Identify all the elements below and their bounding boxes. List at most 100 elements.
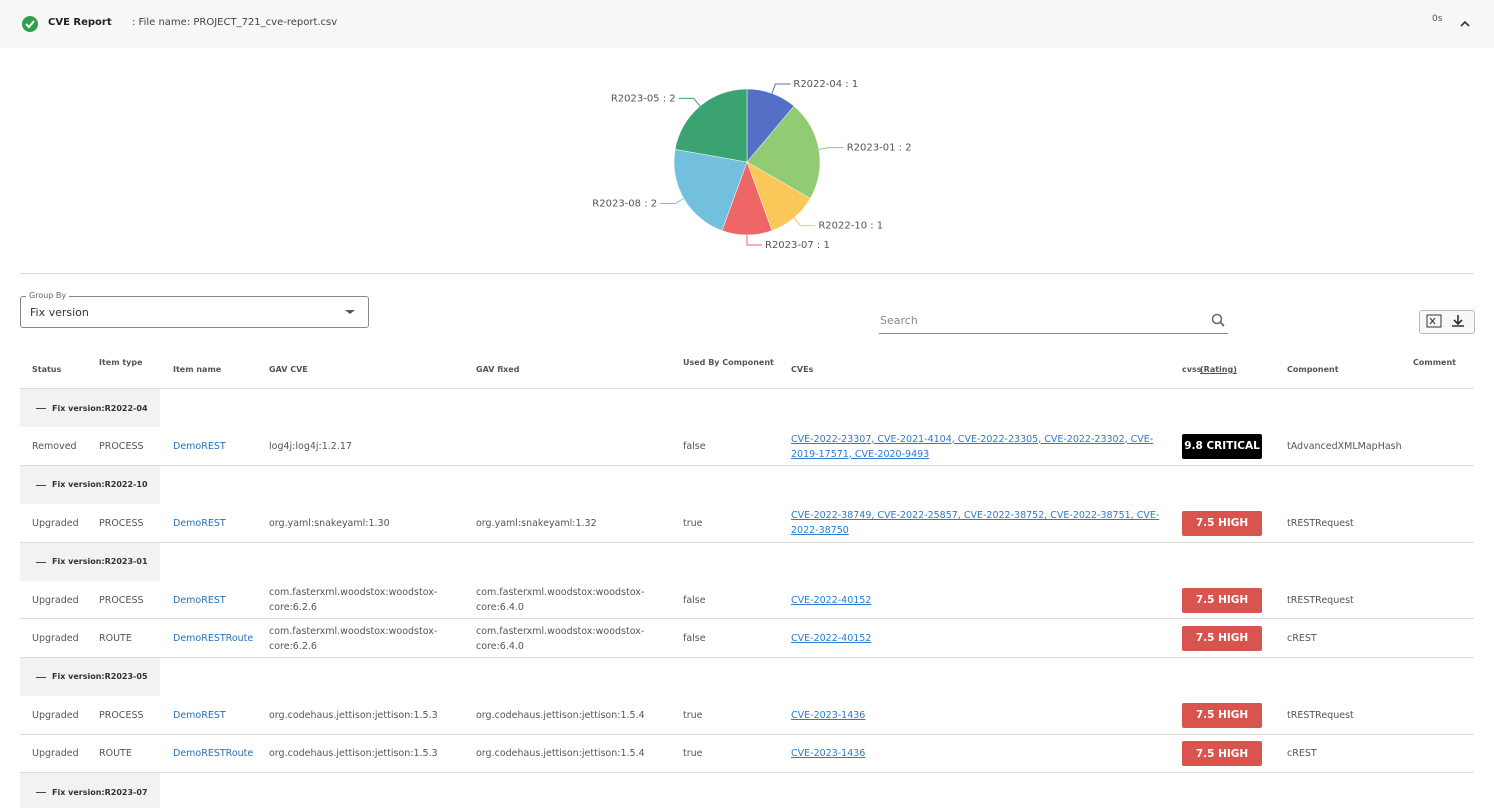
column-header: Component — [1287, 365, 1339, 374]
item-type-text: PROCESS — [99, 709, 144, 721]
status-text: Upgraded — [32, 517, 79, 529]
group-dash — [36, 677, 46, 678]
used-by: true — [683, 735, 773, 773]
pie-slice — [746, 105, 821, 199]
item-type-text: PROCESS — [99, 441, 144, 453]
leader-line — [771, 83, 791, 94]
status: Upgraded — [32, 735, 92, 773]
cves-text[interactable]: CVE-2022-40152 — [791, 633, 872, 645]
dropdown-arrow — [345, 310, 355, 314]
item-name-text[interactable]: DemoREST — [173, 709, 226, 721]
gav-cve-text: org.codehaus.jettison:jettison:1.5.3 — [269, 748, 438, 760]
status-text: Upgraded — [32, 748, 79, 760]
row-rule — [20, 772, 1474, 773]
used-by-text: true — [683, 748, 703, 760]
component: tAdvancedXMLMapHash — [1287, 427, 1407, 465]
used-by-text: false — [683, 633, 706, 645]
used-by-text: true — [683, 517, 703, 529]
row-rule — [20, 733, 1474, 735]
used-by: true — [683, 696, 773, 734]
group-dash — [36, 792, 46, 794]
item-type: PROCESS — [99, 696, 169, 734]
gav-cve: org.yaml:snakeyaml:1.30 — [269, 504, 439, 542]
cves[interactable]: CVE-2022-23307, CVE-2021-4104, CVE-2022-… — [791, 427, 1161, 465]
group-by-value: Fix version — [30, 306, 89, 319]
status: Upgraded — [32, 504, 92, 542]
item-type-text: ROUTE — [99, 633, 132, 645]
leader-line — [746, 235, 762, 246]
group-cell — [20, 465, 160, 505]
row-rule — [20, 541, 1474, 543]
item-name[interactable]: DemoREST — [173, 427, 263, 465]
group-by-select[interactable] — [20, 296, 369, 328]
item-name-text[interactable]: DemoREST — [173, 594, 226, 606]
slice-label: R2022-04 : 1 — [793, 79, 858, 90]
item-name-text[interactable]: DemoRESTRoute — [173, 748, 254, 760]
item-type: PROCESS — [99, 581, 169, 619]
gav-cve: com.fasterxml.woodstox:woodstox-core:6.2… — [269, 619, 439, 657]
cvss-badge: 7.5 HIGH — [1182, 741, 1262, 767]
export-buttons[interactable] — [1419, 310, 1475, 334]
item-name[interactable]: DemoREST — [173, 504, 263, 542]
used-by: false — [683, 581, 773, 619]
column-header: GAV fixed — [476, 365, 520, 374]
status: Upgraded — [32, 619, 92, 657]
item-name-text[interactable]: DemoREST — [173, 441, 226, 453]
group-label: Fix version:R2023-07 — [52, 787, 148, 797]
gav-fixed: com.fasterxml.woodstox:woodstox-core:6.4… — [476, 581, 646, 619]
gav-fixed: com.fasterxml.woodstox:woodstox-core:6.4… — [476, 619, 646, 657]
group-by-label: Group By — [26, 291, 70, 300]
group-cell — [20, 542, 160, 581]
pie-slice — [674, 88, 748, 163]
cves-text[interactable]: CVE-2023-1436 — [791, 709, 866, 721]
slice-label: R2023-07 : 1 — [765, 240, 830, 251]
item-name[interactable]: DemoREST — [173, 581, 263, 619]
used-by-text: false — [683, 441, 706, 453]
cves[interactable]: CVE-2022-40152 — [791, 581, 1161, 619]
rating-link[interactable]: (Rating) — [1200, 365, 1237, 374]
cves[interactable]: CVE-2023-1436 — [791, 696, 1161, 734]
gav-cve: org.codehaus.jettison:jettison:1.5.3 — [269, 735, 439, 773]
column-header: GAV CVE — [269, 365, 308, 374]
status-text: Upgraded — [32, 633, 79, 645]
column-header: Comment — [1413, 358, 1456, 367]
search-placeholder: Search — [880, 314, 918, 327]
header-rule — [20, 388, 1474, 389]
slice-label: R2023-01 : 2 — [847, 143, 912, 154]
component-text: cREST — [1287, 748, 1317, 760]
status-text: Upgraded — [32, 594, 79, 606]
item-name[interactable]: DemoRESTRoute — [173, 619, 263, 657]
report-file: : File name: PROJECT_721_cve-report.csv — [132, 17, 338, 28]
cves-text[interactable]: CVE-2022-38749, CVE-2022-25857, CVE-2022… — [791, 510, 1160, 537]
component-text: tAdvancedXMLMapHash — [1287, 441, 1402, 453]
component-text: cREST — [1287, 633, 1317, 645]
search-icon[interactable] — [1211, 313, 1225, 327]
collapse-button[interactable] — [1458, 16, 1472, 30]
report-title: CVE Report — [48, 17, 112, 28]
cves-text[interactable]: CVE-2022-40152 — [791, 594, 872, 606]
column-header: Item type — [99, 358, 143, 367]
gav-cve-text: com.fasterxml.woodstox:woodstox-core:6.2… — [269, 625, 438, 652]
gav-fixed: org.codehaus.jettison:jettison:1.5.4 — [476, 696, 646, 734]
component-text: tRESTRequest — [1287, 594, 1354, 606]
cves-text[interactable]: CVE-2023-1436 — [791, 748, 866, 760]
cves[interactable]: CVE-2022-40152 — [791, 619, 1161, 657]
pie-chart: R2022-04 : 1 R2023-01 : 2 R2022-10 : 1 R202… — [592, 79, 912, 251]
item-name-text[interactable]: DemoREST — [173, 517, 226, 529]
item-name-text[interactable]: DemoRESTRoute — [173, 633, 254, 645]
item-name[interactable]: DemoRESTRoute — [173, 735, 263, 773]
row-rule — [20, 618, 1474, 620]
used-by-text: true — [683, 709, 703, 721]
cves[interactable]: CVE-2022-38749, CVE-2022-25857, CVE-2022… — [791, 504, 1161, 542]
group-label: Fix version:R2022-04 — [52, 403, 148, 413]
search-input[interactable] — [879, 313, 1228, 334]
check-icon — [22, 16, 38, 32]
cves-text[interactable]: CVE-2022-23307, CVE-2021-4104, CVE-2022-… — [791, 433, 1154, 460]
item-name[interactable]: DemoREST — [173, 696, 263, 734]
component: cREST — [1287, 619, 1407, 657]
used-by: false — [683, 619, 773, 657]
item-type-text: ROUTE — [99, 748, 132, 760]
status-text: Upgraded — [32, 709, 79, 721]
cves[interactable]: CVE-2023-1436 — [791, 735, 1161, 773]
gav-cve: com.fasterxml.woodstox:woodstox-core:6.2… — [269, 581, 439, 619]
